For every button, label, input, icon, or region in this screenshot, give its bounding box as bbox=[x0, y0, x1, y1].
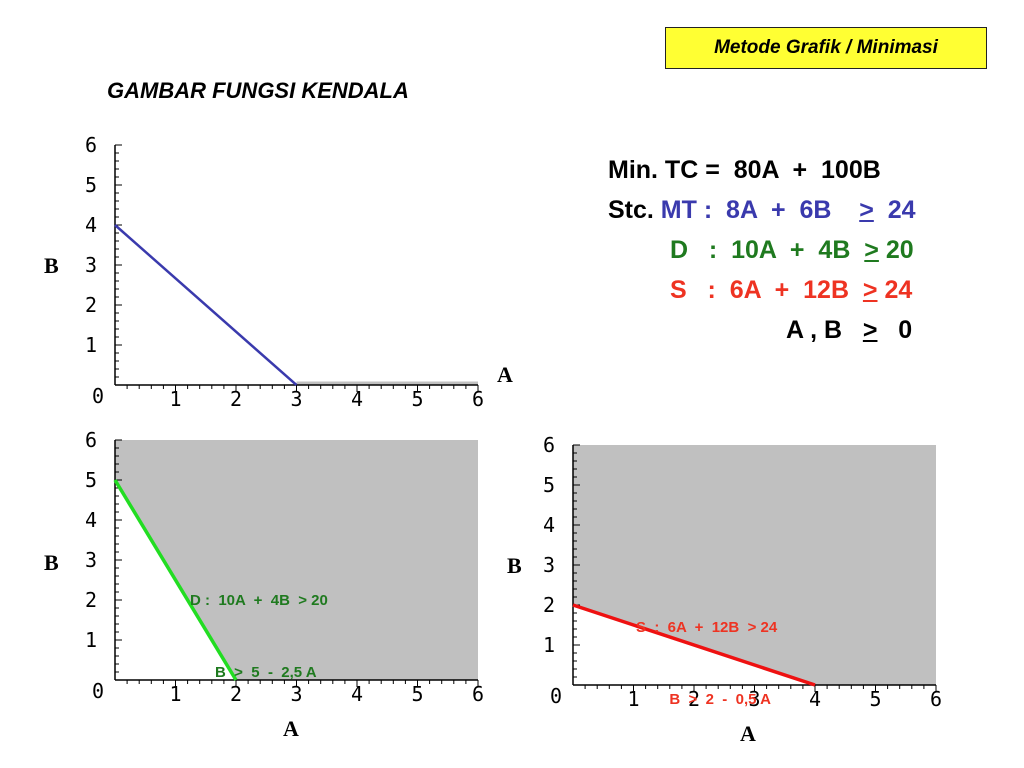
nonneg-ge: > bbox=[862, 316, 878, 344]
y-tick-label: 5 bbox=[85, 468, 97, 492]
x-tick-label: 0 bbox=[550, 684, 562, 708]
y-tick-label: 2 bbox=[543, 593, 555, 617]
objective-row: Min. TC = 80A + 100B bbox=[608, 156, 881, 184]
chart-s-annotation: S : 6A + 12B > 24 B > 2 - 0,5 A bbox=[636, 568, 777, 736]
x-tick-label: 2 bbox=[230, 682, 242, 706]
y-tick-label: 1 bbox=[85, 333, 97, 357]
chart-d-annotation-line-1: D : 10A + 4B > 20 bbox=[190, 592, 328, 609]
nonneg-rhs: 0 bbox=[877, 316, 913, 344]
s-rhs: 24 bbox=[877, 276, 913, 304]
x-tick-label: 5 bbox=[870, 687, 882, 711]
y-tick-label: 2 bbox=[85, 588, 97, 612]
x-tick-label: 4 bbox=[351, 387, 363, 411]
mt-rhs: 24 bbox=[873, 196, 916, 224]
stc-prefix: Stc. bbox=[608, 196, 661, 224]
chart-mt: 0 1 2 3 4 5 6 1 2 3 4 5 6 bbox=[85, 133, 484, 411]
constraint-line bbox=[114, 224, 298, 386]
x-tick-label: 3 bbox=[291, 682, 303, 706]
y-tick-label: 4 bbox=[85, 508, 97, 532]
s-text: S : 6A + 12B bbox=[670, 276, 863, 304]
y-tick-label: 4 bbox=[85, 213, 97, 237]
feasible-region bbox=[115, 440, 478, 680]
nonneg-text: A , B bbox=[786, 316, 863, 344]
x-tick-label: 5 bbox=[412, 387, 424, 411]
nonneg-row: A , B > 0 bbox=[608, 310, 916, 350]
chart-s-ylabel: B bbox=[507, 553, 522, 578]
x-tick-label: 3 bbox=[749, 687, 761, 711]
chart-s-annotation-line-2: B > 2 - 0,5 A bbox=[636, 691, 771, 708]
x-tick-label: 0 bbox=[92, 679, 104, 703]
title-badge: Metode Grafik / Minimasi bbox=[665, 27, 987, 69]
constraint-mt-row: Stc. MT : 8A + 6B > 24 bbox=[608, 190, 916, 230]
y-tick-label: 3 bbox=[85, 253, 97, 277]
x-tick-label: 6 bbox=[472, 682, 484, 706]
constraint-line bbox=[572, 603, 816, 687]
x-tick-label: 2 bbox=[230, 387, 242, 411]
x-tick-label: 5 bbox=[412, 682, 424, 706]
constraint-d-row: D : 10A + 4B > 20 bbox=[608, 230, 916, 270]
y-tick-label: 4 bbox=[543, 513, 555, 537]
constraint-s-row: S : 6A + 12B > 24 bbox=[608, 270, 916, 310]
chart-mt-xlabel: A bbox=[497, 362, 513, 387]
y-tick-label: 3 bbox=[85, 548, 97, 572]
chart-d: 0 1 2 3 4 5 6 1 2 3 4 5 6 bbox=[85, 428, 484, 706]
y-tick-label: 1 bbox=[85, 628, 97, 652]
x-tick-label: 0 bbox=[92, 384, 104, 408]
chart-s-annotation-line-1: S : 6A + 12B > 24 bbox=[636, 619, 778, 636]
constraint-line bbox=[113, 479, 238, 681]
mt-text: MT : 8A + 6B bbox=[660, 196, 860, 224]
s-ge: > bbox=[862, 276, 878, 304]
y-tick-label: 3 bbox=[543, 553, 555, 577]
d-ge: > bbox=[864, 236, 879, 264]
chart-s: 0 1 2 3 4 5 6 1 2 3 4 5 6 bbox=[543, 433, 942, 711]
x-tick-label: 6 bbox=[472, 387, 484, 411]
mt-ge: > bbox=[859, 196, 874, 224]
d-text: D : 10A + 4B bbox=[670, 236, 865, 264]
x-tick-label: 1 bbox=[628, 687, 640, 711]
chart-d-ylabel: B bbox=[44, 550, 59, 575]
lp-model: Min. TC = 80A + 100B Stc. MT : 8A + 6B >… bbox=[608, 150, 916, 350]
x-tick-label: 2 bbox=[688, 687, 700, 711]
y-tick-label: 6 bbox=[543, 433, 555, 457]
x-tick-label: 3 bbox=[291, 387, 303, 411]
x-tick-label: 4 bbox=[809, 687, 821, 711]
x-tick-label: 4 bbox=[351, 682, 363, 706]
y-tick-label: 6 bbox=[85, 133, 97, 157]
y-tick-label: 5 bbox=[85, 173, 97, 197]
chart-d-annotation-line-2: B > 5 - 2,5 A bbox=[190, 664, 317, 681]
feasible-region bbox=[573, 445, 936, 685]
chart-mt-ylabel: B bbox=[44, 253, 59, 278]
d-rhs: 20 bbox=[878, 236, 914, 264]
y-tick-label: 6 bbox=[85, 428, 97, 452]
y-tick-label: 1 bbox=[543, 633, 555, 657]
chart-s-xlabel: A bbox=[740, 721, 756, 746]
section-heading: GAMBAR FUNGSI KENDALA bbox=[107, 78, 409, 103]
x-tick-label: 6 bbox=[930, 687, 942, 711]
y-tick-label: 2 bbox=[85, 293, 97, 317]
chart-d-xlabel: A bbox=[283, 716, 299, 741]
x-tick-label: 1 bbox=[170, 682, 182, 706]
chart-d-annotation: D : 10A + 4B > 20 B > 5 - 2,5 A bbox=[190, 541, 328, 709]
y-tick-label: 5 bbox=[543, 473, 555, 497]
x-tick-label: 1 bbox=[170, 387, 182, 411]
